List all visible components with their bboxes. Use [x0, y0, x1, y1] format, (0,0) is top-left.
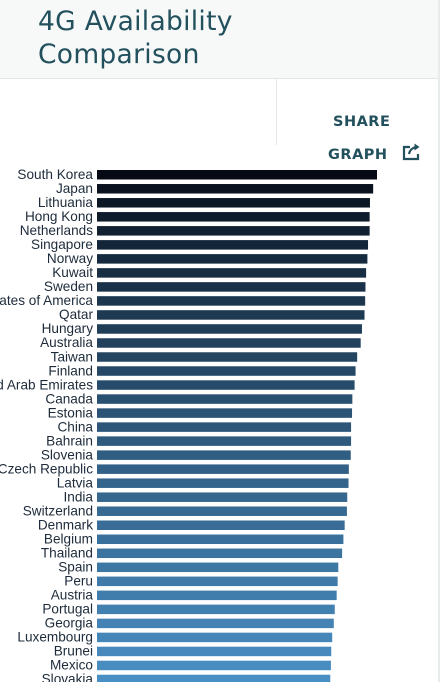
bar-hong-kong[interactable] — [97, 212, 370, 222]
category-label: Peru — [64, 574, 93, 589]
category-label: Australia — [40, 335, 93, 350]
page-right-border — [438, 0, 440, 682]
category-label: Switzerland — [23, 503, 93, 518]
bar-norway[interactable] — [97, 254, 368, 264]
bar-czech-republic[interactable] — [97, 464, 349, 474]
bar-spain[interactable] — [97, 562, 339, 573]
category-label: United Arab Emirates — [0, 377, 93, 392]
bar-lithuania[interactable] — [97, 198, 370, 208]
graph-label: GRAPH — [328, 147, 388, 163]
category-label: Denmark — [38, 518, 93, 533]
share-graph-button[interactable]: SHARE GRAPH — [322, 110, 432, 170]
bar-mexico[interactable] — [97, 660, 331, 671]
bar-hungary[interactable] — [97, 324, 362, 334]
category-label: India — [64, 489, 94, 504]
category-label: Canada — [45, 391, 93, 406]
bar-united-arab-emirates[interactable] — [97, 380, 355, 390]
page-title: 4G Availability Comparison — [38, 5, 233, 71]
bar-estonia[interactable] — [97, 408, 353, 418]
category-label: Slovenia — [41, 447, 94, 462]
category-label: South Korea — [17, 167, 93, 182]
category-label: Norway — [47, 251, 93, 266]
title-line-2: Comparison — [38, 39, 200, 70]
category-label: Singapore — [31, 237, 93, 252]
category-label: United States of America — [0, 293, 93, 308]
bar-south-korea[interactable] — [97, 170, 377, 180]
bar-georgia[interactable] — [97, 618, 334, 629]
bar-portugal[interactable] — [97, 604, 335, 615]
bar-china[interactable] — [97, 422, 352, 432]
bar-canada[interactable] — [97, 394, 353, 404]
category-label: Mexico — [50, 658, 93, 673]
category-label: Netherlands — [20, 223, 94, 238]
bar-peru[interactable] — [97, 576, 338, 587]
category-label: Spain — [58, 560, 93, 575]
category-label: Taiwan — [51, 349, 93, 364]
bar-sweden[interactable] — [97, 282, 366, 292]
header-divider — [276, 79, 277, 145]
bar-taiwan[interactable] — [97, 352, 358, 362]
category-label: Portugal — [42, 602, 93, 617]
page-header — [0, 0, 438, 79]
bar-kuwait[interactable] — [97, 268, 367, 278]
category-label: Finland — [48, 363, 93, 378]
category-label: Sweden — [44, 279, 93, 294]
bar-switzerland[interactable] — [97, 506, 347, 516]
category-label: Belgium — [44, 532, 93, 547]
bar-united-states-of-america[interactable] — [97, 296, 366, 306]
category-label: Kuwait — [52, 265, 93, 280]
category-label: Hungary — [42, 321, 94, 336]
category-label: Lithuania — [38, 195, 94, 210]
category-label: Slovakia — [42, 672, 94, 682]
bar-denmark[interactable] — [97, 520, 345, 531]
share-label: SHARE — [333, 114, 391, 130]
category-label: Thailand — [41, 546, 93, 561]
category-label: Luxembourg — [17, 630, 93, 645]
category-label: Latvia — [57, 475, 94, 490]
category-label: Brunei — [54, 644, 93, 659]
bar-qatar[interactable] — [97, 310, 365, 320]
bar-singapore[interactable] — [97, 240, 369, 250]
category-label: Bahrain — [46, 433, 93, 448]
category-label: Czech Republic — [0, 461, 93, 476]
bar-bahrain[interactable] — [97, 436, 352, 446]
bar-austria[interactable] — [97, 590, 337, 601]
category-label: Georgia — [45, 616, 94, 631]
category-label: Qatar — [59, 307, 93, 322]
title-line-1: 4G Availability — [38, 6, 233, 37]
bar-slovenia[interactable] — [97, 450, 351, 460]
bar-netherlands[interactable] — [97, 226, 370, 236]
bar-finland[interactable] — [97, 366, 356, 376]
bar-brunei[interactable] — [97, 646, 332, 657]
category-label: Hong Kong — [25, 209, 93, 224]
bar-slovakia[interactable] — [97, 674, 331, 682]
bar-luxembourg[interactable] — [97, 632, 333, 643]
category-label: Estonia — [48, 405, 94, 420]
bar-thailand[interactable] — [97, 548, 343, 559]
share-export-icon — [402, 143, 420, 161]
bar-japan[interactable] — [97, 184, 374, 194]
category-label: China — [57, 419, 93, 434]
category-label: Japan — [56, 181, 93, 196]
bar-belgium[interactable] — [97, 534, 344, 545]
bar-latvia[interactable] — [97, 478, 349, 488]
bar-india[interactable] — [97, 492, 348, 502]
bar-australia[interactable] — [97, 338, 361, 348]
category-label: Austria — [51, 588, 94, 603]
